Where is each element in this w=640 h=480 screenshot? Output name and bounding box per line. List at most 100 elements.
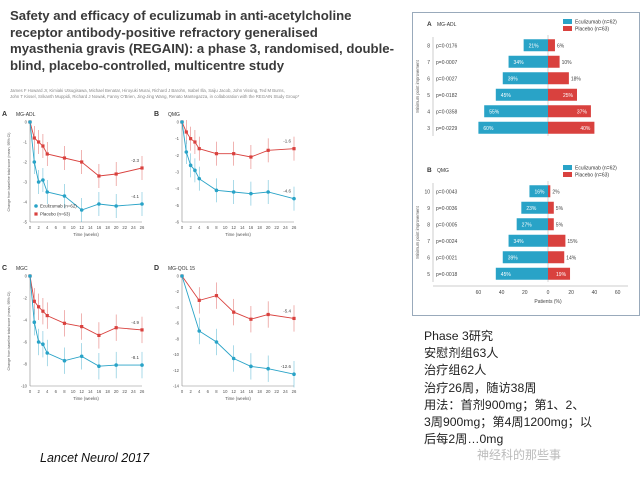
bar-value-label: 5% xyxy=(556,206,564,212)
panel-title: MG-QOL 15 xyxy=(168,266,195,272)
journal-citation: Lancet Neurol 2017 xyxy=(40,451,150,465)
data-point xyxy=(214,188,219,193)
y-tick-label: -10 xyxy=(21,384,28,389)
legend-label: Placebo (n=63) xyxy=(575,27,609,33)
data-point xyxy=(231,356,236,361)
y-tick-label: -6 xyxy=(175,220,179,225)
x-tick-label: 0 xyxy=(181,389,184,394)
bar-value-label: 18% xyxy=(571,76,582,82)
data-point xyxy=(32,299,36,303)
y-tick-label: -12 xyxy=(173,368,180,373)
x-tick-label: 26 xyxy=(292,225,297,230)
x-tick-label: 8 xyxy=(63,225,66,230)
x-tick-label: 14 xyxy=(240,389,245,394)
data-point xyxy=(41,309,45,313)
data-point xyxy=(249,155,253,159)
panel-title: MG-ADL xyxy=(16,112,36,118)
category-label: 4 xyxy=(427,109,430,115)
bar-eculizumab xyxy=(502,251,548,264)
data-point xyxy=(97,364,101,369)
panel-title: MG-ADL xyxy=(437,22,457,28)
x-tick-label: 16 xyxy=(97,389,102,394)
end-value-label: -1.6 xyxy=(283,139,291,144)
x-tick-label: 14 xyxy=(88,389,93,394)
author-line: James F Howard Jr, Kimiaki Utsugisawa, M… xyxy=(10,88,285,93)
x-tick-label: 4 xyxy=(198,389,201,394)
x-tick-label: 16 xyxy=(249,225,254,230)
y-tick-label: -6 xyxy=(175,321,179,326)
x-tick-label: 24 xyxy=(131,225,136,230)
x-tick-label: 60 xyxy=(476,290,482,296)
bar-value-label: 40% xyxy=(580,126,591,132)
data-point xyxy=(197,298,201,302)
watermark-text: 神经科的那些事 xyxy=(477,448,562,462)
bar-value-label: 23% xyxy=(526,206,537,212)
data-point xyxy=(184,130,188,134)
y-tick-label: -1 xyxy=(175,136,179,141)
panel-letter: B xyxy=(154,111,159,118)
data-point xyxy=(114,172,118,176)
bar-value-label: 27% xyxy=(522,222,533,228)
category-label: 5 xyxy=(427,93,430,99)
x-tick-label: 10 xyxy=(71,389,76,394)
data-point xyxy=(80,160,84,164)
bar-value-label: 25% xyxy=(563,93,574,99)
data-point xyxy=(32,320,37,324)
x-tick-label: 12 xyxy=(231,225,236,230)
p-value-label: p=0·0021 xyxy=(436,255,457,261)
bar-value-label: 45% xyxy=(501,272,512,278)
x-tick-label: 2 xyxy=(189,389,192,394)
study-notes: Phase 3研究 安慰剂组63人 治疗组62人 治疗26周，随访38周 用法：… xyxy=(424,328,638,448)
end-value-label: -4.1 xyxy=(131,194,139,199)
x-tick-label: 16 xyxy=(249,389,254,394)
category-label: 9 xyxy=(427,206,430,212)
data-point xyxy=(140,363,144,367)
bar-eculizumab xyxy=(508,234,548,247)
end-value-label: -5.4 xyxy=(283,308,291,313)
legend-label: Placebo (n=63) xyxy=(575,173,609,179)
series-line xyxy=(29,121,143,177)
author-line: John T Kissel, Srikanth Muppidi, Richard… xyxy=(10,94,300,100)
x-tick-label: 24 xyxy=(283,389,288,394)
y-tick-label: -10 xyxy=(173,352,180,357)
x-tick-label: 0 xyxy=(181,225,184,230)
data-point xyxy=(114,204,118,208)
bar-eculizumab xyxy=(502,72,548,85)
bar-placebo xyxy=(548,88,577,101)
category-label: 8 xyxy=(427,43,430,49)
p-value-label: p=0·0358 xyxy=(436,109,457,115)
y-axis-label: Change from baseline total score (mean, … xyxy=(7,292,11,371)
y-tick-label: -4 xyxy=(23,200,27,205)
y-tick-label: -2 xyxy=(175,289,179,294)
y-axis-label: Minimum point improvement xyxy=(415,205,420,258)
x-tick-label: 22 xyxy=(122,389,127,394)
data-point xyxy=(41,342,45,346)
paper-title: Safety and efficacy of eculizumab in ant… xyxy=(10,8,410,74)
x-axis-label: Time (weeks) xyxy=(225,396,251,401)
bar-value-label: 14% xyxy=(566,255,577,261)
data-point xyxy=(232,152,236,156)
x-tick-label: 4 xyxy=(198,225,201,230)
data-point xyxy=(231,190,236,194)
x-tick-label: 18 xyxy=(257,389,262,394)
bar-eculizumab xyxy=(523,39,548,52)
x-tick-label: 2 xyxy=(37,225,40,230)
x-tick-label: 2 xyxy=(189,225,192,230)
p-value-label: p=0·0024 xyxy=(436,239,457,245)
x-axis-label: Patients (%) xyxy=(534,299,562,305)
y-tick-label: -14 xyxy=(173,384,180,389)
bar-placebo xyxy=(548,218,554,231)
x-tick-label: 0 xyxy=(29,389,32,394)
bar-placebo xyxy=(548,72,569,85)
x-tick-label: 10 xyxy=(223,389,228,394)
end-value-label: -4.9 xyxy=(131,320,139,325)
category-label: 3 xyxy=(427,126,430,132)
note-line: 后每2周…0mg xyxy=(424,432,504,447)
data-point xyxy=(249,191,253,196)
panel-letter: C xyxy=(2,265,7,272)
data-point xyxy=(214,340,219,344)
bar-eculizumab xyxy=(484,105,548,118)
x-tick-label: 22 xyxy=(274,225,279,230)
data-point xyxy=(197,176,202,181)
